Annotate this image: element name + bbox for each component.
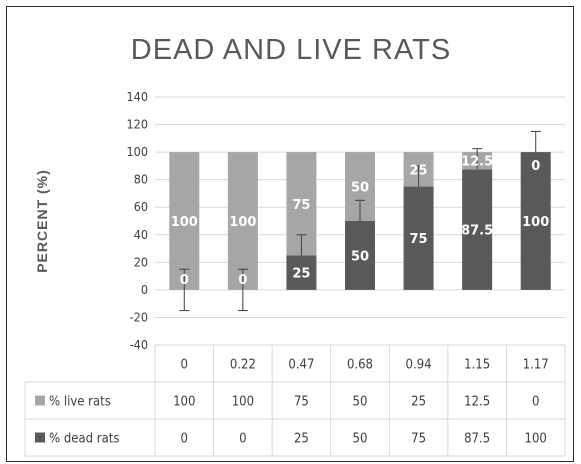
data-label-dead: 0 xyxy=(238,273,247,288)
table-cell: 50 xyxy=(353,395,368,410)
data-label-live: 12.5 xyxy=(461,155,493,170)
x-category-label: 1.15 xyxy=(464,358,490,373)
y-tick-label: 100 xyxy=(127,144,148,159)
data-label-live: 0 xyxy=(531,159,540,174)
y-tick-label: 120 xyxy=(127,117,148,132)
table-cell: 100 xyxy=(232,395,254,410)
data-label-dead: 100 xyxy=(522,215,549,230)
data-label-dead: 50 xyxy=(351,249,369,264)
table-cell: 100 xyxy=(173,395,195,410)
table-cell: 25 xyxy=(411,395,426,410)
data-label-dead: 87.5 xyxy=(461,224,493,239)
error-bars xyxy=(179,130,541,312)
table-cell: 12.5 xyxy=(464,395,490,410)
legend-label: % live rats xyxy=(49,395,111,410)
data-label-live: 50 xyxy=(351,181,369,196)
table-cell: 87.5 xyxy=(464,432,490,447)
y-tick-label: 140 xyxy=(127,89,148,104)
x-category-label: 0.22 xyxy=(230,358,256,373)
table-cell: 75 xyxy=(294,395,309,410)
table-cell: 100 xyxy=(525,432,547,447)
bar-live-rats xyxy=(227,152,258,290)
y-tick-label: 80 xyxy=(134,172,148,187)
legend-swatch xyxy=(35,432,45,443)
data-label-live: 100 xyxy=(171,215,198,230)
chart-title: DEAD AND LIVE RATS xyxy=(131,34,451,66)
y-tick-label: 20 xyxy=(134,254,148,269)
bar-dead-rats xyxy=(403,186,434,290)
y-tick-label: 0 xyxy=(141,282,148,297)
table-cell: 25 xyxy=(294,432,309,447)
data-label-dead: 75 xyxy=(410,232,428,247)
y-tick-label: 40 xyxy=(134,227,148,242)
table-cell: 0 xyxy=(181,432,188,447)
data-label-dead: 25 xyxy=(292,267,310,282)
bar-live-rats xyxy=(169,152,200,290)
x-category-label: 0 xyxy=(181,358,188,373)
bar-dead-rats xyxy=(520,152,551,290)
bar-dead-rats xyxy=(462,169,493,290)
data-label-dead: 0 xyxy=(180,273,189,288)
chart-frame: DEAD AND LIVE RATS PERCENT (%) 140 120 100… xyxy=(6,6,574,462)
chart-canvas: DEAD AND LIVE RATS PERCENT (%) 140 120 100… xyxy=(24,34,566,457)
table-cell: 50 xyxy=(353,432,368,447)
x-category-label: 0.94 xyxy=(406,358,432,373)
table-cell: 0 xyxy=(532,395,539,410)
data-table: 0 0.22 0.47 0.68 0.94 1.15 1.17 % live rats 100 1… xyxy=(24,344,566,457)
legend-swatch xyxy=(35,395,45,406)
data-label-live: 100 xyxy=(229,215,256,230)
x-category-label: 1.17 xyxy=(523,358,549,373)
bars xyxy=(169,152,551,290)
y-axis-ticks: 140 120 100 80 60 40 20 0 -20 -40 xyxy=(127,89,148,352)
bar-dead-rats xyxy=(286,255,317,290)
table-cell: 75 xyxy=(411,432,426,447)
x-category-label: 0.47 xyxy=(288,358,314,373)
y-tick-label: -40 xyxy=(130,337,148,352)
y-tick-label: -20 xyxy=(130,309,148,324)
bar-dead-rats xyxy=(345,221,375,290)
x-category-label: 0.68 xyxy=(347,358,373,373)
data-labels: 0 100 0 100 25 75 50 50 75 25 87.5 12.5 100 0 xyxy=(171,155,550,288)
legend-label: % dead rats xyxy=(49,432,119,447)
data-label-live: 75 xyxy=(292,198,310,213)
y-tick-label: 60 xyxy=(134,199,148,214)
table-cell: 0 xyxy=(239,432,246,447)
y-axis-title: PERCENT (%) xyxy=(34,169,50,273)
data-label-live: 25 xyxy=(410,163,428,178)
